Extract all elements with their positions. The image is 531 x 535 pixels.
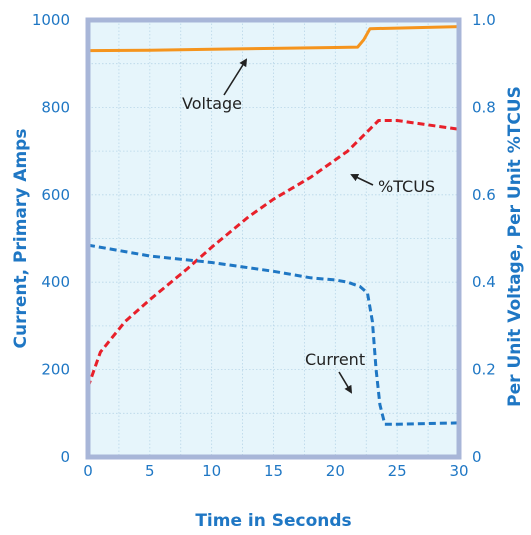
right-y-tick-label: 0.4 xyxy=(472,273,496,291)
series-line-current xyxy=(87,243,460,426)
right-y-tick-label: 0.8 xyxy=(472,98,496,116)
left-y-tick-label: 200 xyxy=(41,361,70,379)
right-y-tick-label: 1.0 xyxy=(472,11,496,29)
annotation-label-voltage: Voltage xyxy=(182,94,242,113)
left-y-tick-labels: 0 200 400 600 800 1000 xyxy=(32,11,70,466)
annotation-arrow xyxy=(338,371,353,394)
annotation-arrow xyxy=(350,173,374,186)
x-tick-label: 0 xyxy=(83,462,93,480)
annotations: Voltage %TCUS Current xyxy=(182,58,435,394)
left-y-tick-label: 600 xyxy=(41,186,70,204)
left-y-axis-title: Current, Primary Amps xyxy=(11,129,31,349)
x-tick-label: 25 xyxy=(388,462,407,480)
plot-area xyxy=(85,17,462,460)
annotation-label-pct-tcus: %TCUS xyxy=(378,177,435,196)
x-tick-label: 20 xyxy=(326,462,345,480)
x-tick-label: 10 xyxy=(202,462,221,480)
left-y-tick-label: 1000 xyxy=(32,11,70,29)
left-y-tick-label: 400 xyxy=(41,273,70,291)
series-lines xyxy=(86,25,460,426)
series-line-voltage xyxy=(87,25,460,53)
plot-frame xyxy=(85,17,462,460)
left-y-tick-label: 800 xyxy=(41,98,70,116)
x-tick-label: 5 xyxy=(145,462,155,480)
left-y-tick-label: 0 xyxy=(60,448,70,466)
right-y-tick-labels: 0 0.2 0.4 0.6 0.8 1.0 xyxy=(472,11,496,466)
x-tick-label: 30 xyxy=(449,462,468,480)
right-y-axis-title: Per Unit Voltage, Per Unit %TCUS xyxy=(505,86,525,407)
annotation-label-current: Current xyxy=(305,350,365,369)
annotation-arrow xyxy=(223,58,248,96)
x-tick-labels: 0 5 10 15 20 25 30 xyxy=(83,462,468,480)
right-y-tick-label: 0 xyxy=(472,448,482,466)
x-axis-title: Time in Seconds xyxy=(195,511,351,531)
x-tick-label: 15 xyxy=(264,462,283,480)
grid-lines xyxy=(87,19,460,458)
series-line-pct-tcus xyxy=(86,119,460,388)
right-y-tick-label: 0.6 xyxy=(472,186,496,204)
right-y-tick-label: 0.2 xyxy=(472,361,496,379)
